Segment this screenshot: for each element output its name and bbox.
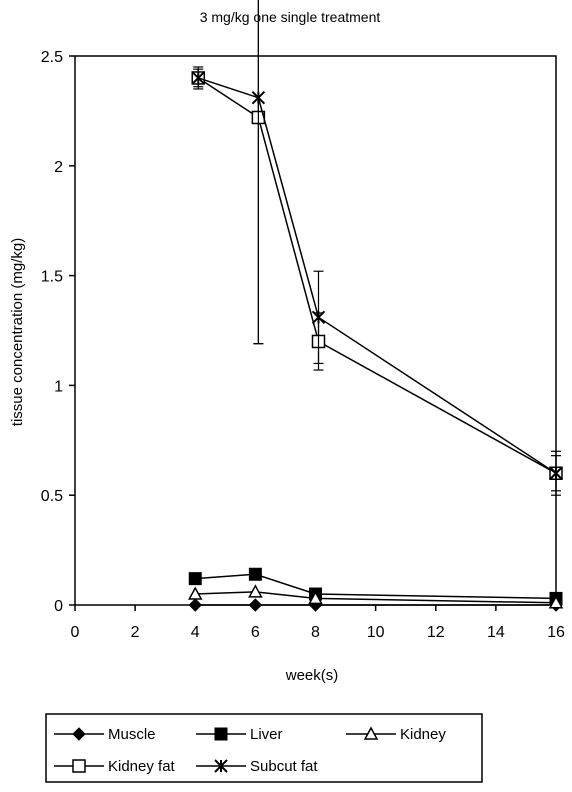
legend-marker — [214, 759, 228, 773]
series-line — [198, 77, 557, 474]
y-tick-label: 2 — [54, 159, 63, 176]
data-point — [549, 466, 563, 480]
data-point — [308, 590, 323, 605]
series-kidney — [187, 584, 564, 609]
legend-item: Muscle — [54, 726, 156, 743]
legend-label: Kidney — [400, 726, 446, 743]
series-line — [197, 77, 557, 474]
legend-label: Kidney fat — [108, 758, 176, 775]
y-tick-label: 0.5 — [41, 488, 63, 505]
data-point — [248, 598, 263, 612]
x-axis: 0 2 4 6 8 10 12 14 16 — [71, 605, 565, 641]
data-point — [311, 310, 326, 325]
x-tick-label: 10 — [367, 624, 385, 641]
legend-marker — [214, 727, 228, 741]
y-tick-label: 0 — [54, 598, 63, 615]
legend-label: Subcut fat — [250, 758, 318, 775]
data-point — [548, 595, 564, 609]
series-subcut-fat — [191, 0, 563, 496]
legend-item: Kidney fat — [54, 758, 176, 775]
series-kidney-fat — [191, 0, 563, 492]
y-tick-label: 1 — [54, 378, 63, 395]
chart-title: 3 mg/kg one single treatment — [200, 9, 381, 25]
data-point — [187, 586, 203, 600]
legend-item: Liver — [196, 726, 283, 743]
data-point — [188, 572, 202, 586]
legend: Muscle Liver Kidney Kidney fat Subcut fat — [45, 713, 483, 783]
data-point — [248, 567, 262, 581]
series-line — [195, 591, 557, 604]
data-point — [191, 71, 205, 85]
legend-item: Subcut fat — [196, 758, 318, 775]
series-layer — [187, 0, 564, 612]
x-tick-label: 12 — [427, 624, 445, 641]
x-tick-label: 6 — [251, 624, 260, 641]
y-axis: 0 0.5 1 1.5 2 2.5 — [41, 49, 75, 615]
series-line — [195, 573, 557, 600]
y-tick-label: 1.5 — [41, 269, 63, 286]
legend-marker — [72, 759, 86, 773]
legend-marker — [363, 726, 379, 740]
y-axis-title: tissue concentration (mg/kg) — [9, 238, 26, 426]
x-tick-label: 4 — [191, 624, 200, 641]
data-point — [251, 91, 266, 105]
x-tick-label: 2 — [131, 624, 140, 641]
x-tick-label: 14 — [487, 624, 505, 641]
legend-label: Muscle — [108, 726, 156, 743]
data-point — [248, 584, 263, 598]
data-point — [188, 598, 202, 612]
legend-marker — [72, 727, 86, 741]
legend-label: Liver — [250, 726, 283, 743]
x-axis-title: week(s) — [285, 667, 339, 684]
legend-item: Kidney — [346, 726, 446, 743]
x-tick-label: 0 — [71, 624, 80, 641]
x-tick-label: 8 — [311, 624, 320, 641]
x-tick-label: 16 — [547, 624, 565, 641]
y-tick-label: 2.5 — [41, 49, 63, 66]
legend-box — [45, 713, 483, 783]
error-bar — [253, 0, 264, 345]
